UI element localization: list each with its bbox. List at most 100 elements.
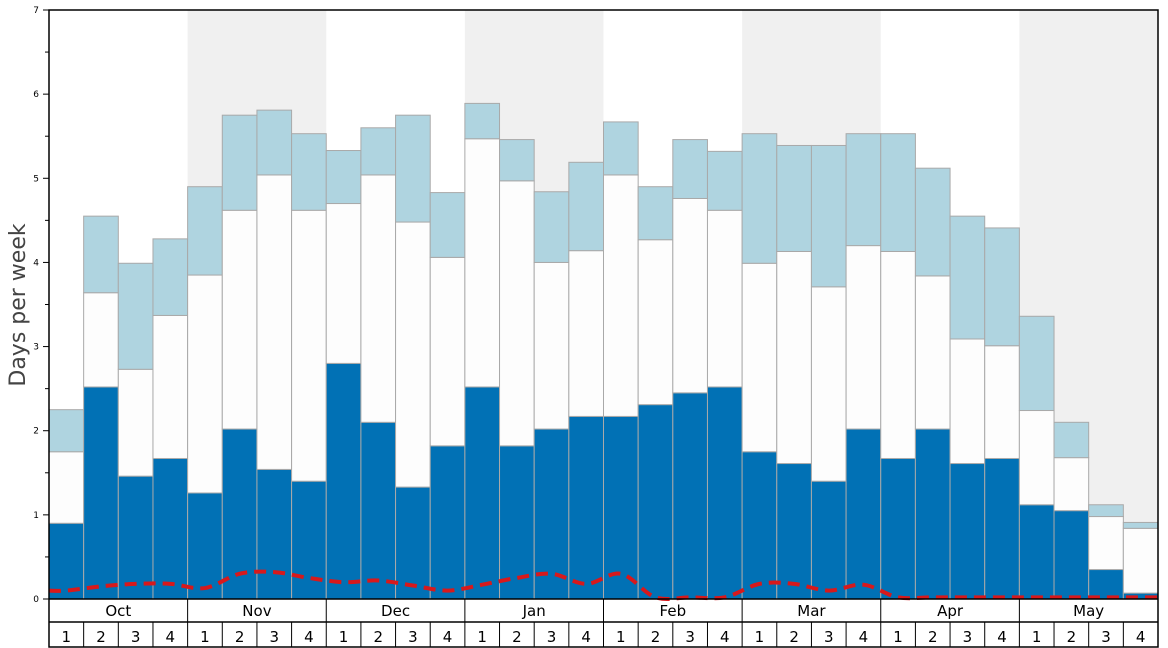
bar-segment <box>1018 504 1055 600</box>
bar-segment <box>187 186 223 276</box>
month-label-nov: Nov <box>242 602 271 620</box>
bar-segment <box>152 314 189 459</box>
week-label: 1 <box>62 628 72 646</box>
week-label: 4 <box>304 628 314 646</box>
bar-segment <box>706 386 743 600</box>
bar-segment <box>187 274 223 494</box>
bar-segment <box>845 133 882 247</box>
month-label-jan: Jan <box>522 602 546 620</box>
bar-segment <box>360 421 397 600</box>
bar-segment <box>464 386 501 600</box>
bar-segment <box>48 451 85 524</box>
week-label: 4 <box>859 628 869 646</box>
bar-segment <box>395 486 431 600</box>
bar-segment <box>706 209 743 388</box>
bar-segment <box>741 262 778 453</box>
week-label-row: 1 2 3 4 1 2 3 4 1 2 3 4 1 2 3 4 1 2 3 4 1 2 3 4 1 2 3 4 1 2 3 4 <box>62 622 1145 647</box>
y-tick-label: 5 <box>33 174 39 184</box>
bar-segment <box>880 457 916 600</box>
bar-segment <box>845 428 882 600</box>
bar-segment <box>914 428 951 600</box>
bar-segment <box>706 150 743 211</box>
bar-segment <box>83 386 119 600</box>
month-label-oct: Oct <box>105 602 131 620</box>
month-label-mar: Mar <box>797 602 826 620</box>
bar-segment <box>914 275 951 430</box>
bar-segment <box>914 167 951 277</box>
bar-segment <box>1018 410 1055 506</box>
bar-segment <box>568 415 604 600</box>
y-tick-label: 6 <box>33 90 39 100</box>
bar-segment <box>776 463 812 600</box>
week-label: 1 <box>1032 628 1042 646</box>
month-label-row: Oct Nov Dec Jan Feb Mar Apr May <box>105 599 1104 622</box>
bar-segment <box>880 133 916 252</box>
bar-segment <box>464 102 501 140</box>
bar-segment <box>984 227 1020 347</box>
bar-segment <box>1053 457 1090 512</box>
week-label: 2 <box>373 628 383 646</box>
bar-segment <box>533 191 570 263</box>
bar-segment <box>395 221 431 488</box>
week-label: 1 <box>477 628 487 646</box>
bar-segment <box>325 362 362 600</box>
bar-segment <box>603 415 639 600</box>
bar-segment <box>291 209 327 482</box>
bar-segment <box>117 262 154 370</box>
bar-segment <box>776 144 812 252</box>
week-label: 1 <box>339 628 349 646</box>
trend-line <box>48 569 1158 602</box>
week-label: 4 <box>997 628 1007 646</box>
week-label: 2 <box>651 628 661 646</box>
bar-segment <box>395 114 431 223</box>
bar-segment <box>499 139 535 182</box>
week-label: 1 <box>200 628 210 646</box>
week-label: 2 <box>928 628 938 646</box>
bar-segment <box>984 345 1020 459</box>
week-label: 2 <box>512 628 522 646</box>
bar-segment <box>1053 421 1090 459</box>
bar-segment <box>256 109 293 176</box>
month-label-feb: Feb <box>660 602 687 620</box>
bar-segment <box>810 286 847 482</box>
week-label: 4 <box>720 628 730 646</box>
week-label: 3 <box>824 628 834 646</box>
week-label: 3 <box>547 628 557 646</box>
bar-segment <box>603 121 639 176</box>
bar-segment <box>83 215 119 294</box>
y-tick-label: 7 <box>33 6 39 16</box>
month-label-dec: Dec <box>381 602 410 620</box>
bar-segment <box>48 522 85 600</box>
bar-segment <box>568 161 604 252</box>
bar-segment <box>672 197 708 394</box>
bar-segment <box>221 428 258 600</box>
week-label: 2 <box>1067 628 1077 646</box>
week-label: 4 <box>166 628 176 646</box>
y-tick-label: 0 <box>33 595 39 605</box>
bar-segment <box>1053 510 1090 600</box>
bar-segment <box>152 238 189 316</box>
bar-segment <box>256 468 293 600</box>
bar-segment <box>603 174 639 417</box>
bar-segment <box>325 203 362 364</box>
week-label: 3 <box>685 628 695 646</box>
bar-segment <box>429 256 466 447</box>
bar-segment <box>845 245 882 430</box>
bar-segment <box>464 138 501 388</box>
bar-segment <box>637 404 674 600</box>
bar-segment <box>1122 521 1159 529</box>
month-label-may: May <box>1073 602 1104 620</box>
week-label: 3 <box>1101 628 1111 646</box>
bar-segment <box>221 209 258 430</box>
bar-segment <box>984 457 1020 600</box>
bar-segment <box>1018 315 1055 412</box>
bar-segment <box>1088 504 1124 518</box>
week-label: 3 <box>408 628 418 646</box>
week-label: 3 <box>963 628 973 646</box>
bar-segment <box>360 127 397 176</box>
bar-segment <box>83 292 119 388</box>
week-label: 2 <box>789 628 799 646</box>
trend-line-group <box>48 569 1158 602</box>
bar-segment <box>776 250 812 465</box>
